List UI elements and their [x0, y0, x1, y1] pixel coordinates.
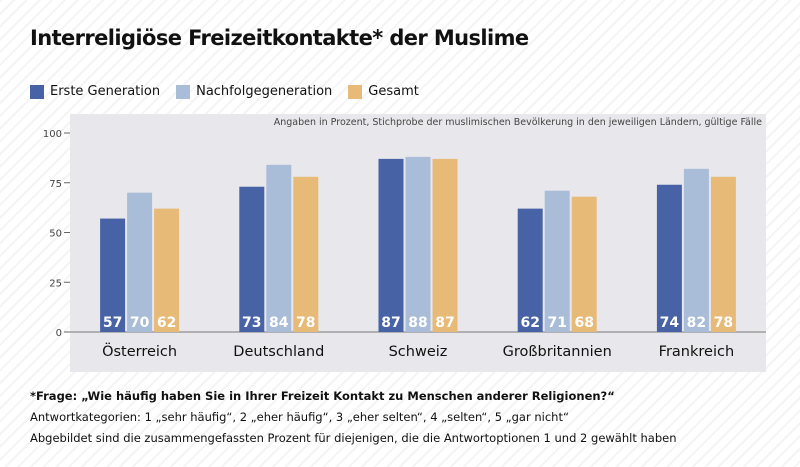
bar	[405, 156, 431, 332]
legend-swatch-nachfolgegeneration	[176, 84, 191, 99]
bar	[710, 176, 736, 332]
bar-value-label: 57	[103, 315, 122, 331]
legend-swatch-gesamt	[348, 84, 363, 99]
bar	[154, 208, 180, 332]
legend-item-nachfolgegeneration: Nachfolgegeneration	[176, 84, 332, 99]
legend-label-erste-generation: Erste Generation	[50, 84, 161, 99]
bar-value-label: 62	[157, 315, 176, 331]
y-tick-label: 100	[43, 129, 62, 140]
footnote-note: Abgebildet sind die zusammengefassten Pr…	[30, 431, 677, 445]
bar-value-label: 71	[547, 315, 566, 331]
bar	[239, 186, 265, 332]
bar-value-label: 74	[660, 315, 680, 331]
bar	[266, 164, 292, 332]
chart-subtitle: Angaben in Prozent, Stichprobe der musli…	[273, 117, 762, 128]
legend-swatch-erste-generation	[30, 84, 44, 99]
category-label: Österreich	[102, 342, 177, 360]
footnote-answer-categories: Antwortkategorien: 1 „sehr häufig“, 2 „e…	[30, 410, 569, 424]
bar-value-label: 87	[435, 315, 454, 331]
bar	[656, 184, 682, 332]
bar	[517, 208, 543, 332]
category-label: Großbritannien	[503, 344, 612, 360]
bar	[378, 158, 404, 332]
y-tick-label: 0	[56, 328, 62, 339]
bar-value-label: 70	[130, 315, 150, 331]
category-label: Frankreich	[659, 344, 734, 360]
bar-value-label: 78	[714, 315, 733, 331]
bar	[432, 158, 458, 332]
footnote-question: *Frage: „Wie häufig haben Sie in Ihrer F…	[30, 389, 615, 403]
bar	[100, 218, 126, 332]
legend-label-gesamt: Gesamt	[368, 84, 419, 99]
bar	[571, 196, 597, 332]
bar	[293, 176, 319, 332]
y-tick-label: 50	[49, 229, 62, 240]
legend-item-gesamt: Gesamt	[348, 84, 419, 99]
bar-value-label: 62	[520, 315, 539, 331]
bar-value-label: 88	[408, 315, 427, 331]
y-tick-label: 75	[49, 179, 62, 190]
y-tick-label: 25	[49, 278, 62, 289]
bar	[683, 168, 709, 332]
legend-item-erste-generation: Erste Generation	[30, 84, 160, 99]
chart-title: Interreligiöse Freizeitkontakte* der Mus…	[30, 26, 529, 50]
category-label: Deutschland	[233, 344, 324, 360]
bar-value-label: 87	[381, 315, 400, 331]
bar	[544, 190, 570, 332]
bar-value-label: 78	[296, 315, 315, 331]
category-label: Schweiz	[389, 344, 448, 360]
bar-value-label: 84	[269, 315, 289, 331]
legend: Erste Generation Nachfolgegeneration Ges…	[30, 84, 435, 99]
legend-label-nachfolgegeneration: Nachfolgegeneration	[196, 84, 333, 99]
bar-value-label: 73	[242, 315, 261, 331]
bar-value-label: 68	[574, 315, 593, 331]
bar-value-label: 82	[687, 315, 706, 331]
bar	[127, 192, 153, 332]
